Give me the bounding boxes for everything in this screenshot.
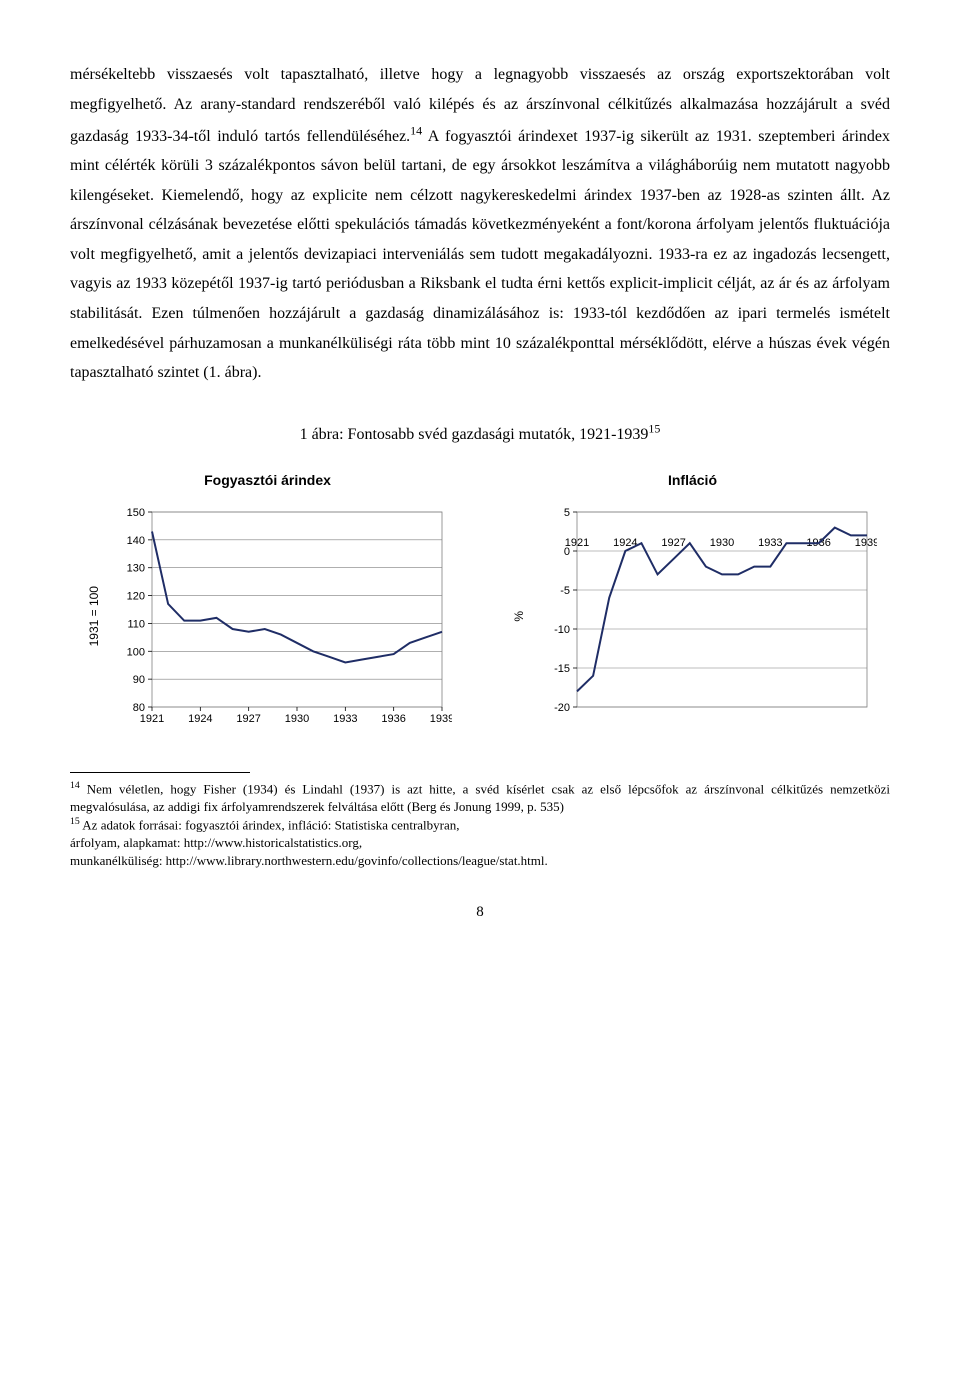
cpi-chart-block: Fogyasztói árindex 1931 = 100 8090100110… [70, 468, 465, 732]
svg-text:120: 120 [126, 590, 144, 602]
inflation-chart-block: Infláció % -20-15-10-5051921192419271930… [495, 468, 890, 732]
svg-text:1936: 1936 [381, 713, 405, 725]
svg-text:1927: 1927 [661, 537, 685, 549]
inflation-y-axis-label: % [508, 611, 530, 622]
body-text-span: mérsékeltebb visszaesés volt tapasztalha… [70, 66, 890, 381]
svg-text:1921: 1921 [139, 713, 163, 725]
svg-text:-10: -10 [554, 624, 570, 636]
svg-text:1924: 1924 [188, 713, 212, 725]
footnote-ref-15: 15 [648, 422, 660, 436]
svg-text:1939: 1939 [854, 537, 876, 549]
footnote-num-15: 15 [70, 816, 80, 827]
svg-text:140: 140 [126, 535, 144, 547]
figure-caption: 1 ábra: Fontosabb svéd gazdasági mutatók… [70, 418, 890, 450]
footnote-ref-14: 14 [410, 123, 422, 137]
footnotes: 14 Nem véletlen, hogy Fisher (1934) és L… [70, 779, 890, 869]
charts-row: Fogyasztói árindex 1931 = 100 8090100110… [70, 468, 890, 732]
cpi-chart-title: Fogyasztói árindex [204, 468, 331, 494]
svg-text:1927: 1927 [236, 713, 260, 725]
footnote-14: 14 Nem véletlen, hogy Fisher (1934) és L… [70, 779, 890, 815]
svg-text:1921: 1921 [564, 537, 588, 549]
figure-caption-text: 1 ábra: Fontosabb svéd gazdasági mutatók… [300, 426, 661, 443]
footnote-num-14: 14 [70, 780, 80, 791]
page-number: 8 [70, 899, 890, 927]
cpi-y-axis-label: 1931 = 100 [83, 586, 105, 646]
footnote-15-line-a: 15 Az adatok forrásai: fogyasztói árinde… [70, 815, 890, 834]
svg-text:1933: 1933 [333, 713, 357, 725]
svg-text:100: 100 [126, 646, 144, 658]
inflation-chart-title: Infláció [668, 468, 717, 494]
svg-text:5: 5 [563, 507, 569, 519]
svg-text:-20: -20 [554, 702, 570, 714]
footnote-separator [70, 772, 250, 773]
footnote-15-line-c: munkanélküliség: http://www.library.nort… [70, 852, 890, 870]
footnote-15-line-b: árfolyam, alapkamat: http://www.historic… [70, 834, 890, 852]
svg-text:1930: 1930 [284, 713, 308, 725]
svg-text:110: 110 [127, 618, 145, 630]
svg-text:1930: 1930 [709, 537, 733, 549]
svg-text:-5: -5 [560, 585, 570, 597]
inflation-chart: -20-15-10-505192119241927193019331936193… [537, 502, 877, 732]
svg-text:150: 150 [126, 507, 144, 519]
body-paragraph: mérsékeltebb visszaesés volt tapasztalha… [70, 60, 890, 388]
svg-text:-15: -15 [554, 663, 570, 675]
svg-text:130: 130 [126, 562, 144, 574]
cpi-chart: 8090100110120130140150192119241927193019… [112, 502, 452, 732]
svg-text:90: 90 [132, 674, 144, 686]
svg-text:1939: 1939 [429, 713, 451, 725]
svg-text:1933: 1933 [758, 537, 782, 549]
